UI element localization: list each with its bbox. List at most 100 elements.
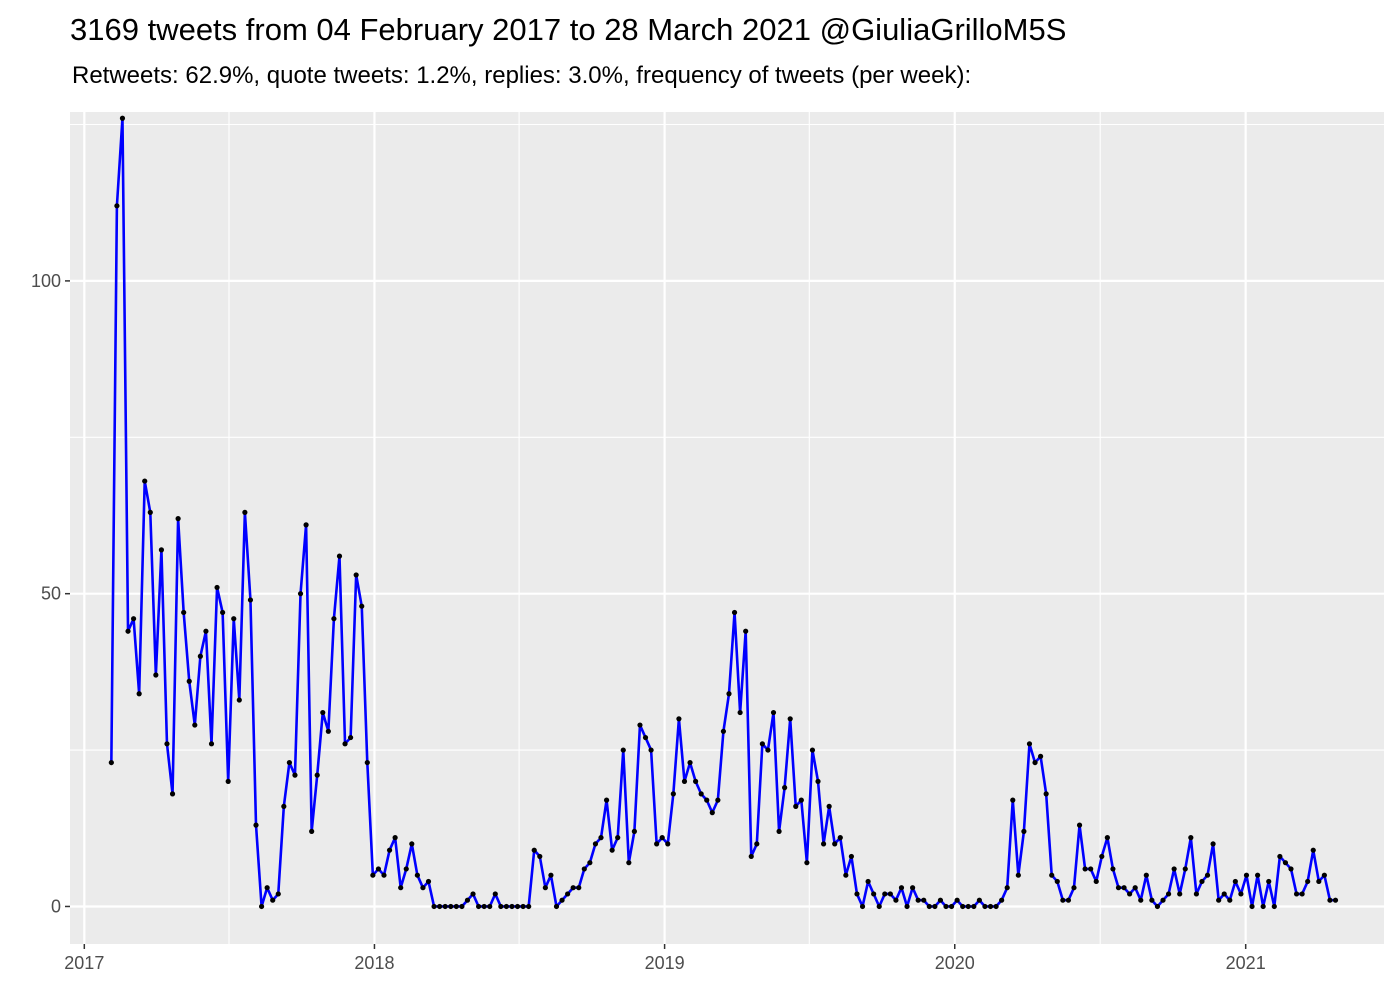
data-point (475, 903, 482, 910)
data-point (1293, 891, 1300, 897)
data-point (882, 891, 888, 897)
data-point (876, 903, 882, 910)
data-point (648, 747, 654, 753)
data-point (1243, 872, 1250, 878)
data-point (637, 722, 643, 728)
data-point (598, 835, 604, 841)
data-point (854, 891, 860, 897)
data-point (1210, 841, 1216, 847)
data-point (759, 741, 765, 747)
data-point (1204, 872, 1211, 878)
data-point (1138, 897, 1144, 903)
data-point (431, 903, 437, 910)
data-point (553, 903, 560, 910)
data-point (225, 778, 231, 784)
data-point (364, 759, 370, 766)
x-tick-label: 2021 (1226, 953, 1266, 973)
data-point (1076, 822, 1083, 828)
data-point (987, 903, 994, 910)
data-point (1043, 791, 1049, 797)
data-point (576, 885, 582, 891)
data-point (1221, 891, 1227, 897)
data-point (793, 803, 799, 809)
data-point (492, 891, 498, 897)
data-point (1104, 835, 1110, 841)
data-point (1271, 903, 1277, 910)
data-point (114, 203, 120, 209)
data-point (804, 860, 810, 866)
data-point (887, 891, 893, 897)
minor-gridlines (70, 112, 1384, 944)
data-point (1188, 835, 1194, 841)
data-point (125, 628, 131, 634)
data-point (631, 828, 637, 835)
data-point (670, 791, 676, 797)
data-point (164, 741, 170, 747)
data-point (181, 609, 187, 616)
data-point (353, 572, 359, 578)
data-point (548, 872, 554, 878)
data-point (976, 897, 982, 903)
y-tick-label: 50 (41, 584, 61, 604)
data-point (915, 897, 921, 903)
data-point (1010, 797, 1016, 803)
data-point (414, 872, 420, 878)
data-point (1132, 885, 1138, 891)
data-point (1266, 878, 1272, 885)
data-point (1099, 853, 1105, 860)
data-point (698, 791, 704, 797)
data-point (220, 609, 226, 616)
data-point (787, 716, 793, 722)
chart-title: 3169 tweets from 04 February 2017 to 28 … (70, 12, 1067, 47)
data-point (192, 722, 198, 728)
data-point (1015, 872, 1021, 878)
data-point (392, 835, 398, 841)
data-point (587, 860, 593, 866)
data-point (937, 897, 944, 903)
data-point (403, 866, 409, 872)
data-point (1049, 872, 1055, 878)
data-point (659, 835, 665, 841)
data-point (503, 903, 510, 910)
data-point (342, 741, 348, 747)
data-point (1060, 897, 1066, 903)
data-point (526, 903, 532, 910)
data-point (531, 847, 537, 853)
data-point (999, 897, 1005, 903)
data-point (236, 697, 242, 703)
data-point (1021, 828, 1027, 835)
data-point (453, 903, 459, 910)
data-point (1282, 860, 1289, 866)
data-point (231, 616, 237, 622)
data-point (642, 734, 649, 741)
data-point (676, 716, 682, 722)
data-point (893, 897, 899, 903)
data-point (203, 628, 209, 634)
data-point (1199, 878, 1205, 885)
plot-panel (70, 112, 1384, 944)
data-point (709, 810, 715, 816)
data-point (498, 903, 504, 910)
data-point (247, 597, 254, 603)
data-point (715, 797, 721, 803)
data-point (859, 903, 866, 910)
data-point (119, 115, 126, 121)
data-point (871, 891, 877, 897)
data-point (1115, 885, 1122, 891)
y-tick-label: 0 (51, 896, 61, 916)
data-point (258, 903, 265, 910)
data-point (681, 778, 688, 784)
data-point (409, 841, 415, 847)
data-point (832, 841, 838, 847)
data-point (1310, 847, 1316, 853)
data-point (1004, 885, 1010, 891)
data-point (108, 759, 114, 766)
data-point (1255, 872, 1261, 878)
data-point (1321, 872, 1327, 878)
data-point (826, 803, 832, 809)
data-point (665, 841, 671, 847)
data-point (136, 691, 142, 697)
data-point (971, 903, 977, 910)
data-point (765, 747, 771, 753)
data-point (904, 903, 910, 910)
